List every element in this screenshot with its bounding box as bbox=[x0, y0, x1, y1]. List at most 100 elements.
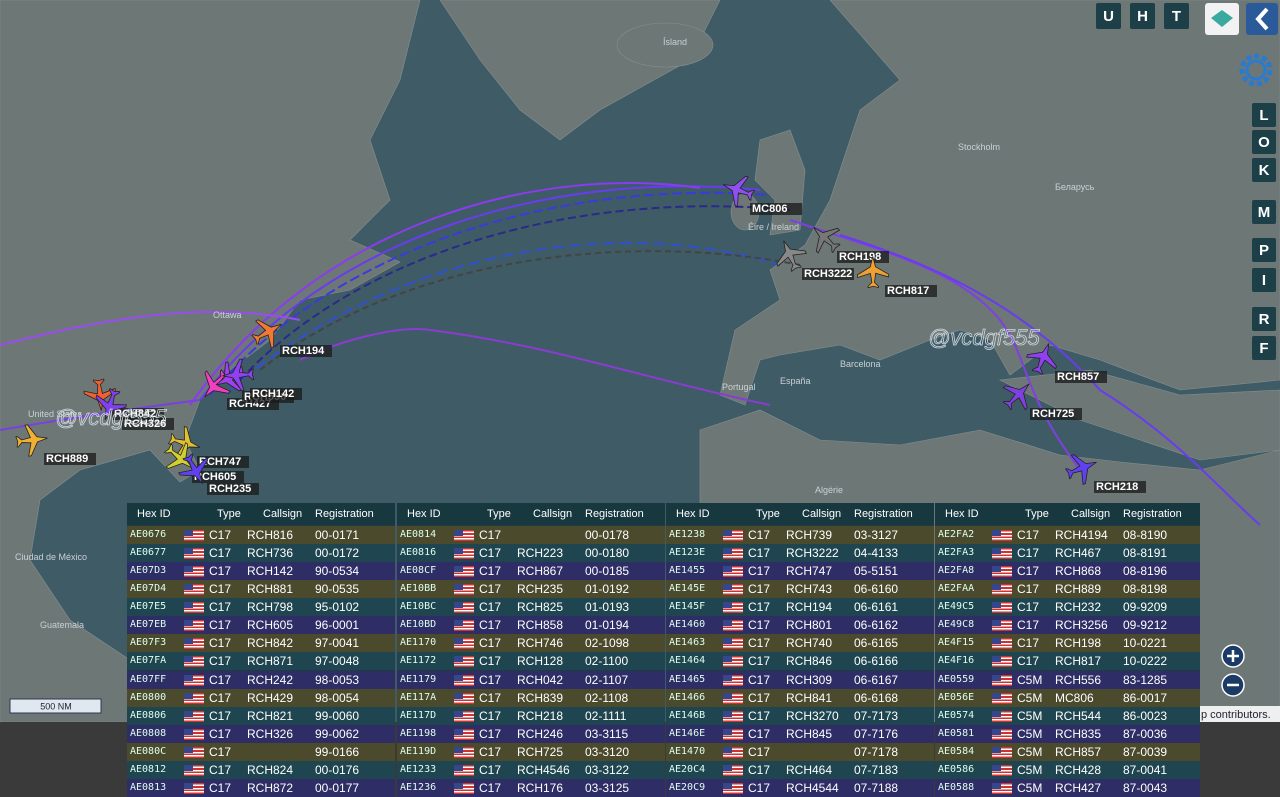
table-row[interactable]: AE4F15 C17 RCH198 10-0221 bbox=[935, 634, 1200, 653]
settings-gear[interactable] bbox=[1239, 53, 1273, 87]
table-row[interactable]: AE117A C17 RCH839 02-1108 bbox=[397, 688, 665, 707]
table-row[interactable]: AE056E C5M MC806 86-0017 bbox=[935, 688, 1200, 707]
aircraft-icon[interactable] bbox=[718, 170, 758, 210]
toolbar-button[interactable]: U bbox=[1096, 3, 1121, 29]
table-row[interactable]: AE0586 C5M RCH428 87-0041 bbox=[935, 760, 1200, 779]
column-header[interactable]: Callsign bbox=[1071, 508, 1111, 520]
table-row[interactable]: AE2FAA C17 RCH889 08-8198 bbox=[935, 580, 1200, 599]
table-row[interactable]: AE145E C17 RCH743 06-6160 bbox=[666, 580, 934, 599]
table-row[interactable]: AE07E5 C17 RCH798 95-0102 bbox=[127, 598, 395, 617]
aircraft-label[interactable]: RCH605 bbox=[194, 471, 236, 483]
attribution[interactable]: p contributors. bbox=[1201, 709, 1271, 721]
table-row[interactable]: AE0559 C5M RCH556 83-1285 bbox=[935, 670, 1200, 689]
table-row[interactable]: AE07D4 C17 RCH881 90-0535 bbox=[127, 580, 395, 599]
table-row[interactable]: AE0813 C17 RCH872 00-0177 bbox=[127, 778, 395, 797]
column-header[interactable]: Callsign bbox=[802, 508, 842, 520]
layers-button[interactable] bbox=[1205, 3, 1239, 35]
table-row[interactable]: AE0676 C17 RCH816 00-0171 bbox=[127, 526, 395, 544]
table-row[interactable]: AE10BB C17 RCH235 01-0192 bbox=[397, 580, 665, 599]
aircraft-label[interactable]: RCH3222 bbox=[804, 268, 852, 280]
side-button[interactable]: M bbox=[1252, 200, 1276, 224]
column-header[interactable]: Type bbox=[756, 508, 780, 520]
table-row[interactable]: AE0588 C5M RCH427 87-0043 bbox=[935, 778, 1200, 797]
table-row[interactable]: AE20C9 C17 RCH4544 07-7188 bbox=[666, 778, 934, 797]
table-row[interactable]: AE07FA C17 RCH871 97-0048 bbox=[127, 652, 395, 671]
table-row[interactable]: AE10BC C17 RCH825 01-0193 bbox=[397, 598, 665, 617]
table-row[interactable]: AE07FF C17 RCH242 98-0053 bbox=[127, 670, 395, 689]
zoom-in[interactable] bbox=[1221, 644, 1245, 668]
table-row[interactable]: AE1470 C17 07-7178 bbox=[666, 742, 934, 761]
aircraft-icon[interactable] bbox=[1023, 338, 1064, 379]
table-row[interactable]: AE07EB C17 RCH605 96-0001 bbox=[127, 616, 395, 635]
table-row[interactable]: AE1238 C17 RCH739 03-3127 bbox=[666, 526, 934, 544]
aircraft-label[interactable]: RCH235 bbox=[209, 483, 251, 495]
table-row[interactable]: AE0814 C17 00-0178 bbox=[397, 526, 665, 544]
aircraft-icon[interactable] bbox=[90, 385, 129, 424]
table-row[interactable]: AE146B C17 RCH3270 07-7173 bbox=[666, 706, 934, 725]
aircraft-label[interactable]: RCH326 bbox=[124, 418, 166, 430]
aircraft-label[interactable]: RCH747 bbox=[199, 456, 241, 468]
table-row[interactable]: AE07F3 C17 RCH842 97-0041 bbox=[127, 634, 395, 653]
table-row[interactable]: AE080C C17 99-0166 bbox=[127, 742, 395, 761]
aircraft-icon[interactable] bbox=[15, 423, 50, 458]
aircraft-icon[interactable] bbox=[1062, 448, 1103, 489]
table-row[interactable]: AE10BD C17 RCH858 01-0194 bbox=[397, 616, 665, 635]
column-header[interactable]: Hex ID bbox=[945, 508, 979, 520]
collapse-button[interactable] bbox=[1246, 3, 1278, 35]
aircraft-icon[interactable] bbox=[803, 216, 847, 260]
aircraft-icon[interactable] bbox=[996, 373, 1040, 417]
toolbar-button[interactable]: T bbox=[1164, 3, 1189, 29]
column-header[interactable]: Type bbox=[217, 508, 241, 520]
table-row[interactable]: AE0581 C5M RCH835 87-0036 bbox=[935, 724, 1200, 743]
column-header[interactable]: Hex ID bbox=[407, 508, 441, 520]
table-row[interactable]: AE0808 C17 RCH326 99-0062 bbox=[127, 724, 395, 743]
table-row[interactable]: AE1460 C17 RCH801 06-6162 bbox=[666, 616, 934, 635]
column-header[interactable]: Type bbox=[487, 508, 511, 520]
aircraft-label[interactable]: RCH142 bbox=[252, 388, 294, 400]
aircraft-icon[interactable] bbox=[174, 449, 216, 491]
aircraft-label[interactable]: RCH889 bbox=[46, 453, 88, 465]
column-header[interactable]: Registration bbox=[315, 508, 374, 520]
side-button[interactable]: K bbox=[1252, 158, 1276, 182]
table-row[interactable]: AE117D C17 RCH218 02-1111 bbox=[397, 706, 665, 725]
table-row[interactable]: AE0806 C17 RCH821 99-0060 bbox=[127, 706, 395, 725]
table-row[interactable]: AE0584 C5M RCH857 87-0039 bbox=[935, 742, 1200, 761]
table-row[interactable]: AE4F16 C17 RCH817 10-0222 bbox=[935, 652, 1200, 671]
aircraft-label[interactable]: RCH817 bbox=[887, 285, 929, 297]
table-row[interactable]: AE49C8 C17 RCH3256 09-9212 bbox=[935, 616, 1200, 635]
table-row[interactable]: AE0574 C5M RCH544 86-0023 bbox=[935, 706, 1200, 725]
side-button[interactable]: R bbox=[1252, 307, 1276, 331]
aircraft-label[interactable]: RCH842 bbox=[114, 408, 156, 420]
aircraft-label[interactable]: RCH725 bbox=[1032, 408, 1074, 420]
table-row[interactable]: AE1236 C17 RCH176 03-3125 bbox=[397, 778, 665, 797]
table-row[interactable]: AE0816 C17 RCH223 00-0180 bbox=[397, 544, 665, 563]
table-row[interactable]: AE08CF C17 RCH867 00-0185 bbox=[397, 562, 665, 581]
table-row[interactable]: AE2FA3 C17 RCH467 08-8191 bbox=[935, 544, 1200, 563]
aircraft-icon[interactable] bbox=[83, 378, 117, 412]
table-row[interactable]: AE1464 C17 RCH846 06-6166 bbox=[666, 652, 934, 671]
table-row[interactable]: AE0800 C17 RCH429 98-0054 bbox=[127, 688, 395, 707]
table-row[interactable]: AE07D3 C17 RCH142 90-0534 bbox=[127, 562, 395, 581]
side-button[interactable]: P bbox=[1252, 238, 1276, 262]
column-header[interactable]: Registration bbox=[1123, 508, 1182, 520]
table-row[interactable]: AE1233 C17 RCH4546 03-3122 bbox=[397, 760, 665, 779]
side-button[interactable]: O bbox=[1252, 130, 1276, 154]
table-row[interactable]: AE0812 C17 RCH824 00-0176 bbox=[127, 760, 395, 779]
column-header[interactable]: Type bbox=[1025, 508, 1049, 520]
column-header[interactable]: Registration bbox=[854, 508, 913, 520]
table-row[interactable]: AE145F C17 RCH194 06-6161 bbox=[666, 598, 934, 617]
table-row[interactable]: AE1179 C17 RCH042 02-1107 bbox=[397, 670, 665, 689]
side-button[interactable]: I bbox=[1252, 268, 1276, 292]
side-button[interactable]: F bbox=[1252, 336, 1276, 360]
aircraft-label[interactable]: RCH218 bbox=[1096, 481, 1138, 493]
zoom-out[interactable] bbox=[1221, 673, 1245, 697]
aircraft-icon[interactable] bbox=[158, 436, 202, 480]
table-row[interactable]: AE0677 C17 RCH736 00-0172 bbox=[127, 544, 395, 563]
aircraft-label[interactable]: MC806 bbox=[752, 203, 787, 215]
column-header[interactable]: Hex ID bbox=[137, 508, 171, 520]
toolbar-button[interactable]: H bbox=[1130, 3, 1155, 29]
aircraft-icon[interactable] bbox=[857, 256, 890, 289]
table-row[interactable]: AE20C4 C17 RCH464 07-7183 bbox=[666, 760, 934, 779]
table-row[interactable]: AE146E C17 RCH845 07-7176 bbox=[666, 724, 934, 743]
table-row[interactable]: AE123E C17 RCH3222 04-4133 bbox=[666, 544, 934, 563]
